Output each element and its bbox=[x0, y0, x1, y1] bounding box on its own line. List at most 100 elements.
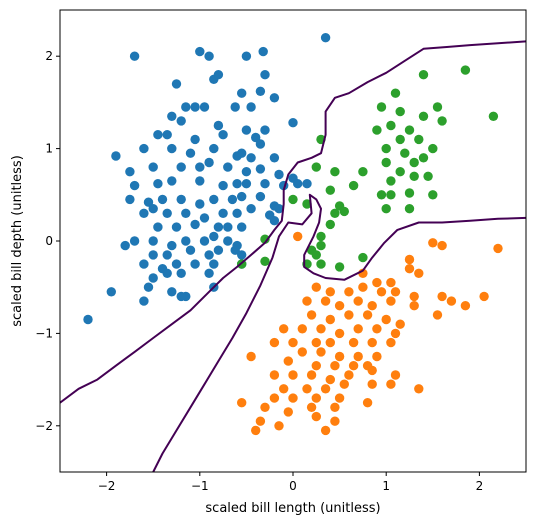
data-point-series-1 bbox=[181, 208, 191, 218]
data-point-series-3 bbox=[358, 252, 368, 263]
data-point-series-1 bbox=[218, 208, 228, 218]
data-point-series-1 bbox=[176, 116, 186, 126]
data-point-series-1 bbox=[232, 208, 242, 218]
y-tick-label: 0 bbox=[45, 234, 53, 248]
data-point-series-1 bbox=[162, 250, 172, 260]
data-point-series-2 bbox=[362, 310, 373, 320]
data-point-series-2 bbox=[353, 324, 363, 334]
data-point-series-1 bbox=[320, 33, 331, 43]
data-point-series-2 bbox=[437, 291, 447, 302]
data-point-series-3 bbox=[334, 262, 345, 272]
data-point-series-1 bbox=[143, 197, 154, 207]
data-point-series-2 bbox=[339, 379, 349, 389]
data-point-series-2 bbox=[414, 268, 424, 278]
data-point-series-1 bbox=[269, 153, 280, 163]
data-point-series-3 bbox=[325, 219, 335, 230]
x-tick-label: 0 bbox=[289, 479, 297, 493]
data-point-series-2 bbox=[390, 370, 401, 380]
data-point-series-2 bbox=[437, 240, 447, 251]
data-point-series-1 bbox=[176, 291, 186, 302]
data-point-series-1 bbox=[195, 46, 205, 57]
data-point-series-3 bbox=[423, 171, 433, 181]
data-point-series-1 bbox=[129, 236, 140, 246]
data-point-series-2 bbox=[479, 291, 489, 302]
data-point-series-1 bbox=[162, 268, 172, 278]
data-point-series-1 bbox=[148, 162, 158, 172]
data-point-series-2 bbox=[246, 351, 256, 362]
data-point-series-2 bbox=[344, 310, 354, 320]
data-point-series-1 bbox=[269, 93, 280, 103]
data-point-series-2 bbox=[311, 282, 321, 292]
data-point-series-1 bbox=[157, 194, 168, 205]
data-point-series-2 bbox=[390, 328, 401, 339]
data-point-series-3 bbox=[372, 125, 382, 135]
data-point-series-2 bbox=[325, 337, 335, 348]
data-point-series-1 bbox=[209, 231, 219, 242]
data-point-series-1 bbox=[171, 259, 182, 269]
data-point-series-1 bbox=[148, 236, 158, 246]
data-point-series-1 bbox=[260, 70, 270, 80]
data-point-series-3 bbox=[418, 153, 429, 163]
data-point-series-2 bbox=[372, 277, 382, 288]
data-point-series-3 bbox=[386, 190, 396, 200]
data-point-series-2 bbox=[348, 361, 359, 371]
data-point-series-2 bbox=[297, 347, 307, 357]
data-point-series-1 bbox=[139, 259, 149, 269]
data-point-series-2 bbox=[330, 361, 340, 371]
data-point-series-1 bbox=[162, 130, 172, 140]
data-point-series-1 bbox=[237, 148, 247, 158]
data-point-series-2 bbox=[251, 425, 261, 436]
points-layer bbox=[83, 33, 503, 436]
data-point-series-2 bbox=[372, 324, 382, 334]
data-point-series-2 bbox=[386, 277, 396, 288]
decision-boundary-line-1 bbox=[60, 40, 526, 404]
data-point-series-1 bbox=[143, 282, 154, 292]
data-point-series-2 bbox=[311, 361, 321, 371]
data-point-series-3 bbox=[404, 204, 415, 214]
data-point-series-2 bbox=[316, 347, 326, 357]
data-point-series-3 bbox=[386, 120, 396, 131]
data-point-series-1 bbox=[148, 204, 158, 214]
data-point-series-2 bbox=[404, 254, 415, 265]
data-point-series-1 bbox=[204, 157, 214, 168]
data-point-series-1 bbox=[129, 51, 140, 61]
data-point-series-1 bbox=[213, 222, 224, 232]
data-point-series-2 bbox=[367, 365, 377, 376]
data-point-series-1 bbox=[255, 139, 266, 149]
data-point-series-2 bbox=[311, 411, 321, 422]
data-point-series-1 bbox=[246, 204, 256, 214]
y-axis: −2 −1 0 1 2 bbox=[35, 49, 60, 433]
data-point-series-2 bbox=[279, 324, 289, 334]
data-point-series-2 bbox=[395, 319, 405, 329]
data-point-series-2 bbox=[283, 356, 293, 366]
data-point-series-3 bbox=[376, 102, 387, 112]
data-point-series-1 bbox=[120, 240, 130, 251]
data-point-series-3 bbox=[386, 176, 396, 186]
data-point-series-1 bbox=[255, 164, 266, 174]
data-point-series-2 bbox=[334, 301, 345, 311]
data-point-series-1 bbox=[209, 143, 219, 154]
data-point-series-2 bbox=[302, 384, 312, 394]
data-point-series-3 bbox=[460, 65, 471, 75]
data-point-series-1 bbox=[181, 236, 191, 246]
data-point-series-2 bbox=[325, 374, 335, 385]
data-point-series-1 bbox=[274, 204, 284, 214]
data-point-series-3 bbox=[400, 148, 410, 158]
data-point-series-1 bbox=[199, 236, 210, 246]
data-point-series-1 bbox=[213, 70, 224, 80]
x-tick-label: 2 bbox=[476, 479, 484, 493]
data-point-series-1 bbox=[167, 240, 177, 251]
data-point-series-1 bbox=[302, 179, 312, 189]
data-point-series-1 bbox=[176, 162, 186, 172]
data-point-series-2 bbox=[348, 337, 359, 348]
data-point-series-2 bbox=[255, 416, 266, 426]
data-point-series-1 bbox=[190, 219, 200, 230]
data-point-series-3 bbox=[316, 231, 326, 242]
data-point-series-1 bbox=[204, 51, 214, 61]
data-point-series-2 bbox=[330, 402, 340, 412]
y-tick-label: −2 bbox=[35, 419, 53, 433]
data-point-series-1 bbox=[237, 88, 247, 98]
decision-boundary-line-2 bbox=[152, 193, 526, 472]
data-point-series-1 bbox=[190, 259, 200, 269]
